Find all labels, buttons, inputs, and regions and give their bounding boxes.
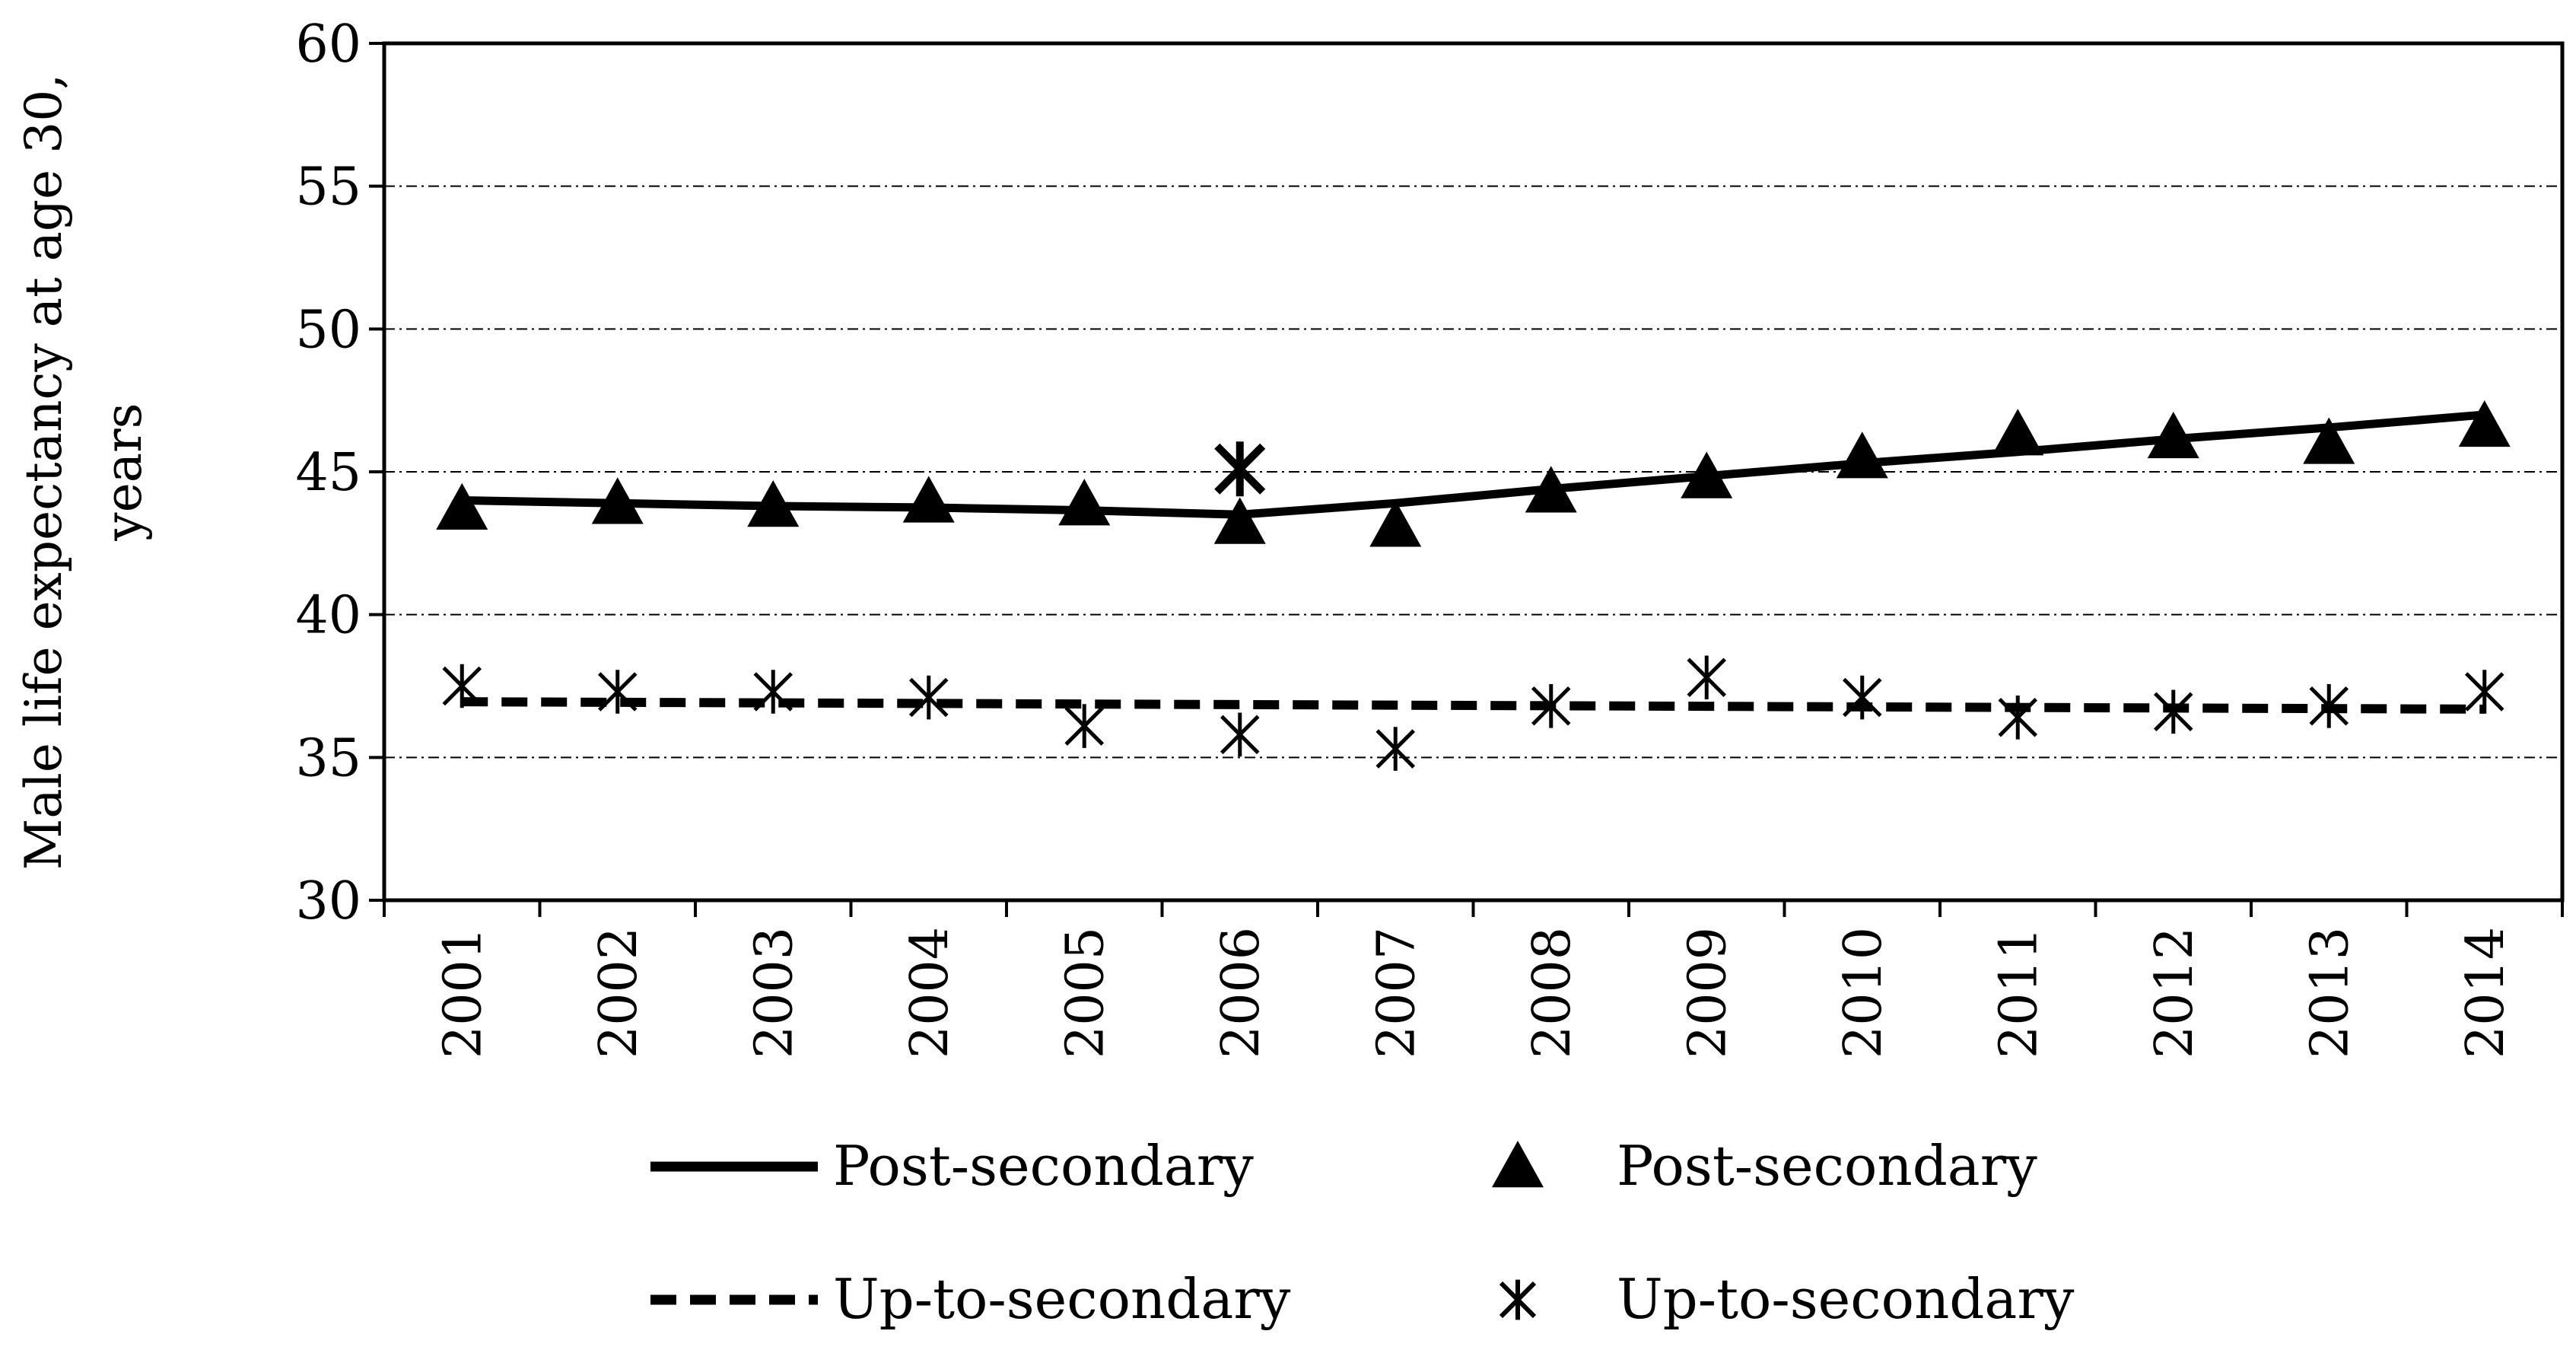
up-to-secondary-point: [908, 675, 949, 720]
x-tick-label: 2012: [2145, 927, 2205, 1059]
post-secondary-point: [1681, 451, 1733, 498]
post-secondary-point: [2303, 417, 2355, 464]
up-to-secondary-point: [753, 670, 793, 714]
y-tick-label: 45: [295, 443, 361, 503]
y-axis-title: years: [94, 403, 153, 541]
x-tick-label: 2013: [2300, 927, 2360, 1059]
x-tick-label: 2004: [900, 927, 960, 1059]
up-to-secondary-point: [597, 670, 638, 714]
y-tick-label: 30: [295, 871, 361, 931]
x-tick-label: 2010: [1833, 927, 1894, 1059]
y-tick-label: 50: [295, 300, 361, 360]
x-tick-label: 2009: [1678, 927, 1738, 1059]
up-to-secondary-point: [1531, 683, 1571, 728]
post-secondary-point: [1213, 497, 1266, 544]
up-to-secondary-point: [1842, 675, 1882, 720]
x-tick-label: 2006: [1211, 927, 1271, 1059]
annotation-asterisk: [1214, 441, 1266, 497]
up-to-secondary-point: [1375, 727, 1416, 771]
up-to-secondary-point: [2464, 670, 2504, 714]
legend-asterisk-symbol: [1499, 1279, 1537, 1320]
x-tick-label: 2001: [433, 927, 493, 1059]
up-to-secondary-point: [1220, 712, 1260, 757]
up-to-secondary-point: [2309, 683, 2349, 728]
x-tick-label: 2005: [1055, 927, 1115, 1059]
post-secondary-trend-line: [462, 410, 2485, 519]
up-to-secondary-point: [2153, 689, 2193, 734]
x-tick-label: 2011: [1989, 927, 2049, 1059]
post-secondary-point: [747, 480, 800, 527]
post-secondary-point: [436, 482, 488, 530]
post-secondary-point: [1836, 431, 1888, 479]
post-secondary-point: [1369, 500, 1422, 547]
x-tick-label: 2008: [1522, 927, 1582, 1059]
legend-label: Post-secondary: [1617, 1134, 2037, 1198]
up-to-secondary-point: [442, 664, 482, 708]
y-tick-label: 55: [295, 158, 361, 218]
up-to-secondary-trend-line: [462, 697, 2485, 714]
y-tick-label: 60: [295, 14, 361, 75]
x-tick-label: 2007: [1366, 927, 1426, 1059]
y-tick-label: 35: [295, 728, 361, 788]
legend-label: Post-secondary: [833, 1134, 1254, 1198]
post-secondary-point: [591, 477, 644, 524]
x-tick-label: 2014: [2456, 927, 2516, 1059]
x-tick-label: 2003: [744, 927, 804, 1059]
y-axis-title: Male life expectancy at age 30,: [14, 74, 73, 870]
post-secondary-point: [1992, 409, 2044, 456]
legend-label: Up-to-secondary: [1617, 1267, 2075, 1331]
post-secondary-point: [902, 476, 955, 523]
post-secondary-point: [2458, 400, 2511, 447]
up-to-secondary-point: [1998, 695, 2038, 740]
x-tick-label: 2002: [589, 927, 649, 1059]
post-secondary-point: [2147, 411, 2199, 459]
post-secondary-point: [1058, 479, 1111, 526]
legend-triangle-symbol: [1492, 1141, 1544, 1188]
up-to-secondary-point: [1064, 704, 1105, 748]
legend-label: Up-to-secondary: [833, 1267, 1291, 1331]
y-tick-label: 40: [295, 586, 361, 646]
post-secondary-point: [1525, 466, 1577, 513]
up-to-secondary-point: [1687, 655, 1727, 700]
